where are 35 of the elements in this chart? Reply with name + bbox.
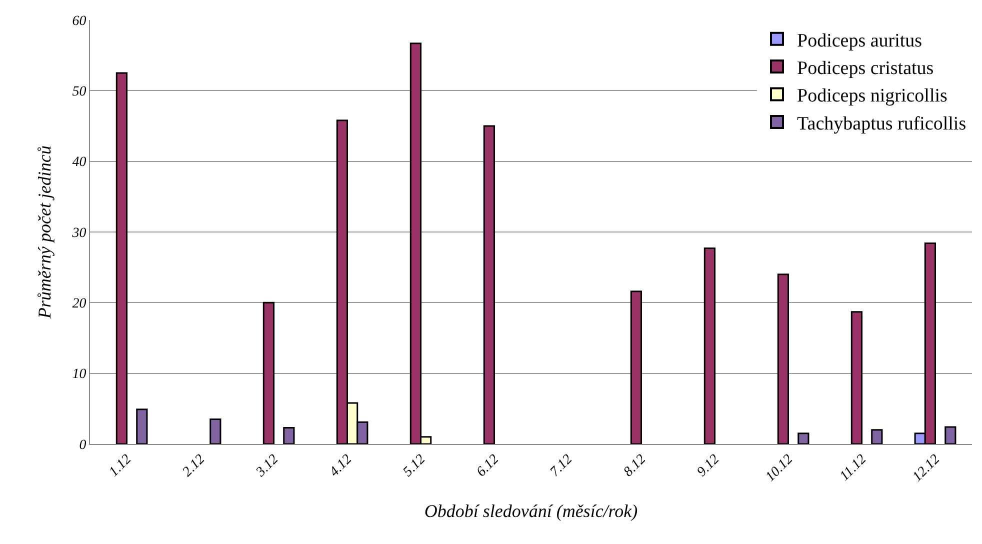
y-tick-label: 60 (72, 14, 86, 29)
legend-label: Podiceps nigricollis (797, 86, 948, 107)
y-tick-label: 10 (72, 367, 86, 382)
bar (850, 311, 862, 444)
bar (116, 72, 128, 444)
x-tick-label: 3.12 (252, 452, 282, 481)
bar (210, 418, 222, 444)
x-tick-label: 1.12 (106, 452, 135, 480)
legend-label: Podiceps auritus (797, 30, 922, 52)
bar (483, 125, 495, 444)
y-tick-label: 20 (72, 296, 86, 312)
bar (704, 248, 716, 444)
x-tick-label: 8.12 (621, 452, 650, 480)
x-tick-label: 6.12 (474, 452, 502, 480)
bar (798, 432, 810, 444)
bar (262, 302, 274, 444)
x-tick-label: 4.12 (327, 452, 356, 480)
y-tick-label: 50 (72, 84, 86, 100)
y-axis-title: Průměrný počet jedinců (34, 146, 54, 320)
x-tick-label: 7.12 (548, 452, 576, 480)
bar (944, 426, 956, 444)
x-tick-label: 2.12 (180, 452, 208, 480)
x-axis-title: Období sledování (měsíc/rok) (424, 500, 638, 521)
y-tick-label: 0 (79, 438, 86, 453)
bar (630, 290, 642, 444)
y-tick-label: 40 (72, 155, 86, 170)
bar (777, 274, 789, 444)
y-tick-label: 30 (71, 226, 86, 241)
bar (871, 429, 883, 444)
legend-label: Tachybaptus ruficollis (797, 113, 966, 134)
x-tick-label: 9.12 (694, 452, 723, 480)
legend-label: Podiceps cristatus (797, 58, 934, 79)
x-tick-label: 5.12 (400, 452, 429, 480)
bar (283, 427, 295, 444)
bar (136, 408, 148, 444)
